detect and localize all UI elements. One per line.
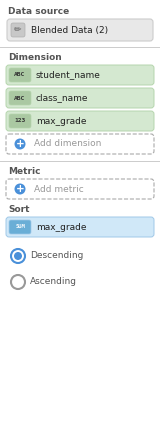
Text: student_name: student_name	[36, 71, 101, 80]
FancyBboxPatch shape	[6, 65, 154, 85]
Text: class_name: class_name	[36, 93, 88, 102]
FancyBboxPatch shape	[7, 19, 153, 41]
Text: Data source: Data source	[8, 7, 69, 16]
Text: ABC: ABC	[14, 96, 26, 101]
Circle shape	[14, 252, 22, 260]
FancyBboxPatch shape	[6, 88, 154, 108]
Text: Descending: Descending	[30, 252, 83, 261]
Text: Sort: Sort	[8, 205, 29, 214]
Circle shape	[15, 139, 25, 149]
Text: +: +	[16, 184, 24, 194]
Circle shape	[11, 249, 25, 263]
FancyBboxPatch shape	[6, 134, 154, 154]
FancyBboxPatch shape	[9, 114, 31, 128]
Text: Add metric: Add metric	[34, 185, 84, 194]
Text: Dimension: Dimension	[8, 53, 62, 62]
FancyBboxPatch shape	[11, 23, 25, 37]
Text: ABC: ABC	[14, 72, 26, 77]
FancyBboxPatch shape	[9, 220, 31, 234]
Text: Ascending: Ascending	[30, 278, 77, 287]
Text: ✏: ✏	[14, 25, 22, 34]
FancyBboxPatch shape	[9, 91, 31, 105]
Text: Add dimension: Add dimension	[34, 139, 101, 148]
Text: Metric: Metric	[8, 167, 40, 176]
Text: SUM: SUM	[15, 224, 25, 229]
FancyBboxPatch shape	[6, 111, 154, 131]
FancyBboxPatch shape	[6, 217, 154, 237]
Text: max_grade: max_grade	[36, 223, 87, 232]
FancyBboxPatch shape	[6, 179, 154, 199]
Circle shape	[11, 275, 25, 289]
Text: +: +	[16, 139, 24, 149]
Text: 123: 123	[14, 118, 26, 123]
Text: max_grade: max_grade	[36, 117, 87, 126]
Circle shape	[15, 184, 25, 194]
FancyBboxPatch shape	[9, 68, 31, 82]
Text: Blended Data (2): Blended Data (2)	[31, 25, 108, 34]
